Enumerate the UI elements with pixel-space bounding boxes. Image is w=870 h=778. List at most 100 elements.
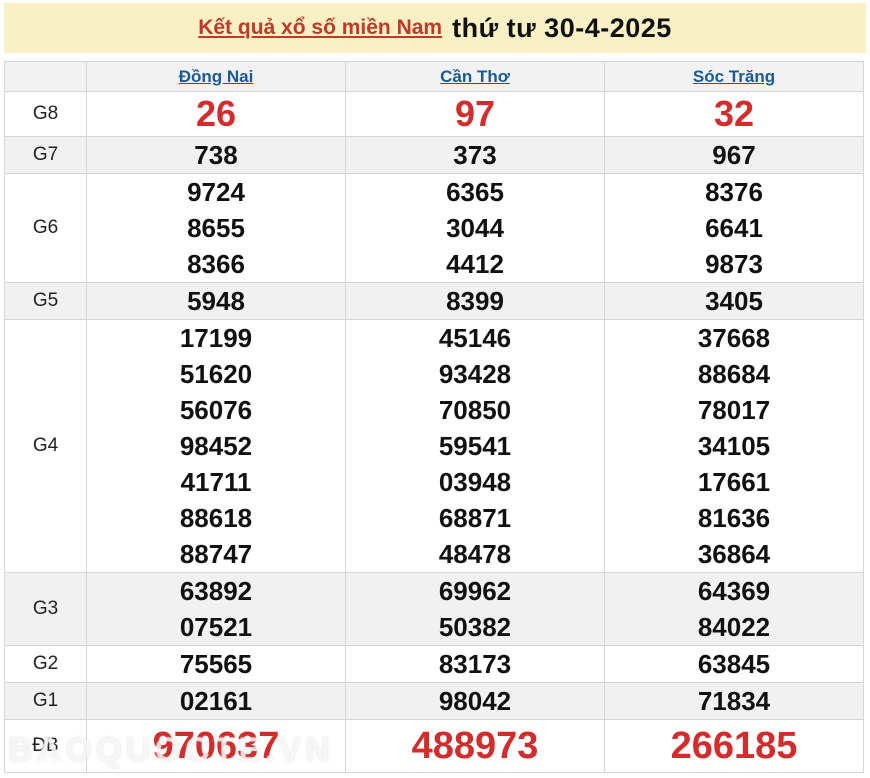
prize-cell: 738 — [86, 136, 346, 174]
prize-value: 88684 — [697, 359, 771, 389]
corner-cell — [4, 61, 87, 92]
title-banner: Kết quả xổ số miền Nam thứ tư 30-4-2025 — [4, 3, 866, 53]
prize-value: 63892 — [179, 576, 253, 606]
prize-cell: 75565 — [86, 645, 346, 683]
prize-value: 83173 — [438, 649, 512, 679]
prize-value: 3044 — [446, 213, 504, 243]
prize-value: 4412 — [446, 249, 504, 279]
prize-cell: 5948 — [86, 282, 346, 320]
prize-row-G5: G5 5948 8399 3405 — [4, 282, 864, 320]
prize-label: G5 — [4, 282, 87, 320]
column-header-1: Cần Thơ — [345, 61, 605, 92]
prize-value: 84022 — [697, 612, 771, 642]
prize-cell: 98042 — [345, 682, 605, 720]
prize-value: 68871 — [438, 503, 512, 533]
prize-value: 93428 — [438, 359, 512, 389]
prize-value: 02161 — [179, 686, 253, 716]
prize-row-G1: G1 02161 98042 71834 — [4, 682, 864, 720]
prize-value: 9873 — [705, 249, 763, 279]
prize-value: 71834 — [697, 686, 771, 716]
prize-value: 98042 — [438, 686, 512, 716]
prize-value: 738 — [194, 140, 238, 170]
prize-value: 70850 — [438, 395, 512, 425]
prize-label: G3 — [4, 572, 87, 646]
prize-value: 970637 — [152, 725, 280, 767]
prize-cell: 266185 — [604, 719, 864, 773]
prize-cell: 26 — [86, 91, 346, 137]
prize-label: G8 — [4, 91, 87, 137]
prize-value: 75565 — [179, 649, 253, 679]
prize-value: 8366 — [187, 249, 245, 279]
prize-value: 3405 — [705, 286, 763, 316]
prize-cell: 17199 51620 56076 98452 41711 88618 88747 — [86, 319, 346, 573]
prize-cell: 3405 — [604, 282, 864, 320]
prize-cell: 9724 8655 8366 — [86, 173, 346, 283]
prize-cell: 488973 — [345, 719, 605, 773]
province-link-2[interactable]: Sóc Trăng — [692, 66, 776, 86]
prize-cell: 71834 — [604, 682, 864, 720]
column-header-2: Sóc Trăng — [604, 61, 864, 92]
prize-cell: 37668 88684 78017 34105 17661 81636 36864 — [604, 319, 864, 573]
column-header-row: Đồng Nai Cần Thơ Sóc Trăng — [4, 61, 864, 92]
prize-cell: 967 — [604, 136, 864, 174]
prize-label: G1 — [4, 682, 87, 720]
prize-value: 17661 — [697, 467, 771, 497]
prize-value: 69962 — [438, 576, 512, 606]
prize-cell: 63892 07521 — [86, 572, 346, 646]
prize-cell: 69962 50382 — [345, 572, 605, 646]
prize-value: 48478 — [438, 539, 512, 569]
prize-cell: 83173 — [345, 645, 605, 683]
prize-value: 36864 — [697, 539, 771, 569]
prize-cell: 373 — [345, 136, 605, 174]
prize-label: G7 — [4, 136, 87, 174]
prize-value: 88747 — [179, 539, 253, 569]
prize-value: 98452 — [179, 431, 253, 461]
region-title-link[interactable]: Kết quả xổ số miền Nam — [198, 16, 443, 39]
prize-value: 88618 — [179, 503, 253, 533]
prize-cell: 8376 6641 9873 — [604, 173, 864, 283]
prize-cell: 64369 84022 — [604, 572, 864, 646]
prize-value: 03948 — [438, 467, 512, 497]
prize-label: G6 — [4, 173, 87, 283]
prize-value: 17199 — [179, 323, 253, 353]
prize-value: 266185 — [670, 725, 798, 767]
prize-value: 373 — [453, 140, 497, 170]
prize-value: 6365 — [446, 177, 504, 207]
prize-row-G7: G7 738 373 967 — [4, 136, 864, 174]
prize-row-G6: G6 9724 8655 8366 6365 3044 4412 8376 6641 9873 — [4, 173, 864, 283]
prize-cell: 970637 — [86, 719, 346, 773]
prize-value: 8376 — [705, 177, 763, 207]
prize-value: 07521 — [179, 612, 253, 642]
prize-cell: 63845 — [604, 645, 864, 683]
prize-value: 34105 — [697, 431, 771, 461]
prize-cell: 32 — [604, 91, 864, 137]
prize-row-G2: G2 75565 83173 63845 — [4, 645, 864, 683]
draw-date: thứ tư 30-4-2025 — [452, 12, 672, 43]
province-link-0[interactable]: Đồng Nai — [178, 66, 254, 86]
prize-label: G4 — [4, 319, 87, 573]
prize-cell: 8399 — [345, 282, 605, 320]
prize-cell: 02161 — [86, 682, 346, 720]
prize-value: 9724 — [187, 177, 245, 207]
prize-value: 41711 — [180, 467, 252, 497]
prize-row-G3: G3 63892 07521 69962 50382 64369 84022 — [4, 572, 864, 646]
prize-value: 26 — [195, 93, 237, 134]
prize-value: 97 — [454, 93, 496, 134]
prize-value: 59541 — [438, 431, 512, 461]
prize-value: 967 — [712, 140, 756, 170]
prize-value: 8655 — [187, 213, 245, 243]
prize-row-G8: G8 26 97 32 — [4, 91, 864, 137]
results-body: G8 26 97 32 G7 738 373 967 G6 9724 8655 8366 6365 304… — [4, 91, 864, 773]
prize-value: 37668 — [697, 323, 771, 353]
prize-value: 32 — [713, 93, 755, 134]
prize-value: 63845 — [697, 649, 771, 679]
prize-value: 78017 — [697, 395, 771, 425]
column-header-0: Đồng Nai — [86, 61, 346, 92]
prize-value: 8399 — [446, 286, 504, 316]
prize-label: G2 — [4, 645, 87, 683]
prize-cell: 45146 93428 70850 59541 03948 68871 48478 — [345, 319, 605, 573]
prize-label: ĐB — [4, 719, 87, 773]
province-link-1[interactable]: Cần Thơ — [440, 66, 510, 86]
prize-value: 6641 — [705, 213, 763, 243]
prize-value: 45146 — [438, 323, 512, 353]
